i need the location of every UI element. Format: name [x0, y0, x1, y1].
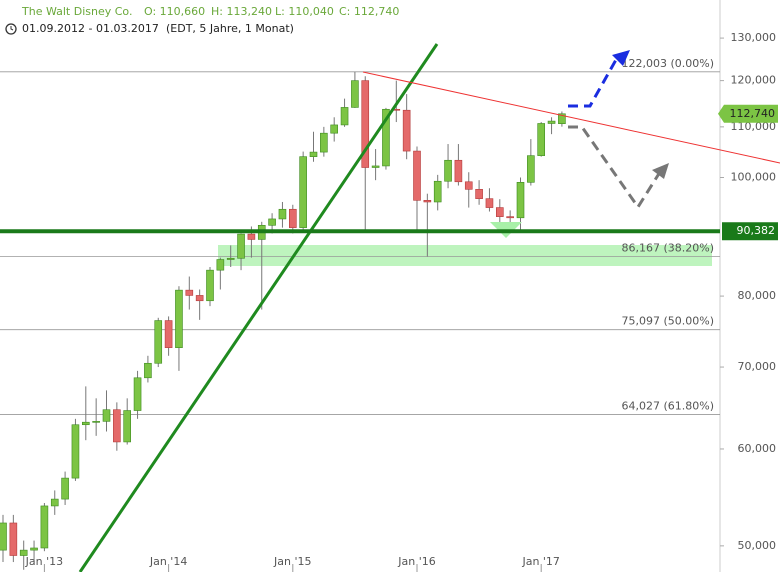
clock-hand — [10, 26, 14, 31]
y-tick-label: 130,000 — [731, 31, 777, 44]
candle-body — [175, 289, 183, 348]
candle-body — [382, 108, 390, 167]
candle-body — [506, 216, 514, 219]
bear-arrow — [568, 125, 662, 210]
candle-body — [113, 409, 121, 443]
header-open: O: 110,660 — [144, 5, 205, 18]
candle-body — [299, 156, 307, 228]
candle-body — [330, 124, 339, 134]
candle-body — [351, 80, 359, 108]
candle-body — [154, 320, 163, 364]
candle-body — [361, 80, 370, 168]
candle-body — [92, 421, 100, 423]
candle-body — [495, 207, 504, 217]
candle-body — [216, 259, 225, 271]
candle-body — [226, 257, 235, 260]
candle-body — [537, 123, 546, 156]
level-label: 86,167 (38.20%) — [621, 242, 714, 255]
candle-body — [475, 189, 483, 199]
support-box — [722, 222, 778, 241]
candle-body — [433, 180, 442, 203]
bull-arrowhead — [612, 50, 630, 66]
candle-body — [82, 421, 90, 426]
candle-body — [558, 113, 566, 124]
clock-icon — [5, 23, 17, 35]
level-label: 64,027 (61.80%) — [621, 399, 714, 412]
candle-body — [9, 522, 18, 556]
candle-body — [0, 522, 7, 551]
candle-body — [309, 151, 318, 157]
candle-body — [444, 159, 452, 182]
header-close: C: 112,740 — [339, 5, 399, 18]
candle-body — [547, 120, 556, 124]
candle-body — [340, 107, 349, 126]
fib-zone — [218, 245, 712, 266]
downtrend-line — [362, 71, 780, 164]
candle-body — [50, 498, 59, 507]
x-tick-label: Jan '14 — [149, 555, 187, 568]
level-label: 75,097 (50.00%) — [621, 315, 714, 328]
support-label: 90,382 — [737, 224, 776, 237]
x-tick-label: Jan '16 — [397, 555, 435, 568]
candle-body — [320, 132, 328, 153]
uptrend-line — [78, 43, 439, 572]
y-tick-label: 70,000 — [738, 360, 777, 373]
candle-body — [102, 409, 111, 422]
candle-body — [485, 198, 494, 208]
x-tick-label: Jan '17 — [521, 555, 559, 568]
candle-body — [413, 150, 421, 201]
candle-body — [527, 155, 535, 183]
candle-body — [247, 233, 256, 240]
header-info: (EDT, 5 Jahre, 1 Monat) — [166, 22, 294, 35]
y-tick-label: 120,000 — [731, 74, 777, 87]
y-tick-label: 50,000 — [738, 539, 777, 552]
price-label: 112,740 — [730, 107, 776, 120]
candle-body — [464, 181, 473, 190]
header-title: The Walt Disney Co. — [21, 5, 132, 18]
candle-body — [61, 477, 69, 500]
y-tick-label: 110,000 — [731, 120, 777, 133]
candle-body — [19, 549, 28, 556]
y-tick-label: 60,000 — [738, 442, 777, 455]
candle-body — [133, 377, 142, 411]
candle-body — [195, 295, 204, 302]
header-high: H: 113,240 — [211, 5, 272, 18]
candle-body — [206, 269, 214, 302]
candle-body — [516, 182, 525, 219]
candle-body — [123, 410, 131, 443]
candle-body — [40, 505, 49, 549]
bull-arrow — [568, 57, 619, 108]
candle-body — [278, 208, 287, 220]
header-range: 01.09.2012 - 01.03.2017 — [22, 22, 159, 35]
y-tick-label: 80,000 — [738, 289, 777, 302]
x-tick-label: Jan '13 — [25, 555, 63, 568]
level-label: 122,003 (0.00%) — [621, 57, 714, 70]
candle-body — [402, 109, 411, 152]
candle-body — [144, 362, 152, 379]
price-box — [718, 104, 778, 123]
candle-body — [371, 165, 380, 168]
candle-body — [288, 208, 297, 228]
candle-body — [30, 547, 38, 551]
bear-arrowhead — [652, 163, 669, 179]
candle-body — [268, 218, 276, 226]
candle-body — [71, 424, 80, 479]
candle-body — [164, 320, 173, 348]
y-tick-label: 100,000 — [731, 171, 777, 184]
x-tick-label: Jan '15 — [273, 555, 311, 568]
header-low: L: 110,040 — [275, 5, 334, 18]
candle-body — [237, 233, 245, 259]
candle-body — [423, 200, 432, 203]
candle-body — [185, 289, 194, 296]
candle-body — [454, 159, 463, 183]
